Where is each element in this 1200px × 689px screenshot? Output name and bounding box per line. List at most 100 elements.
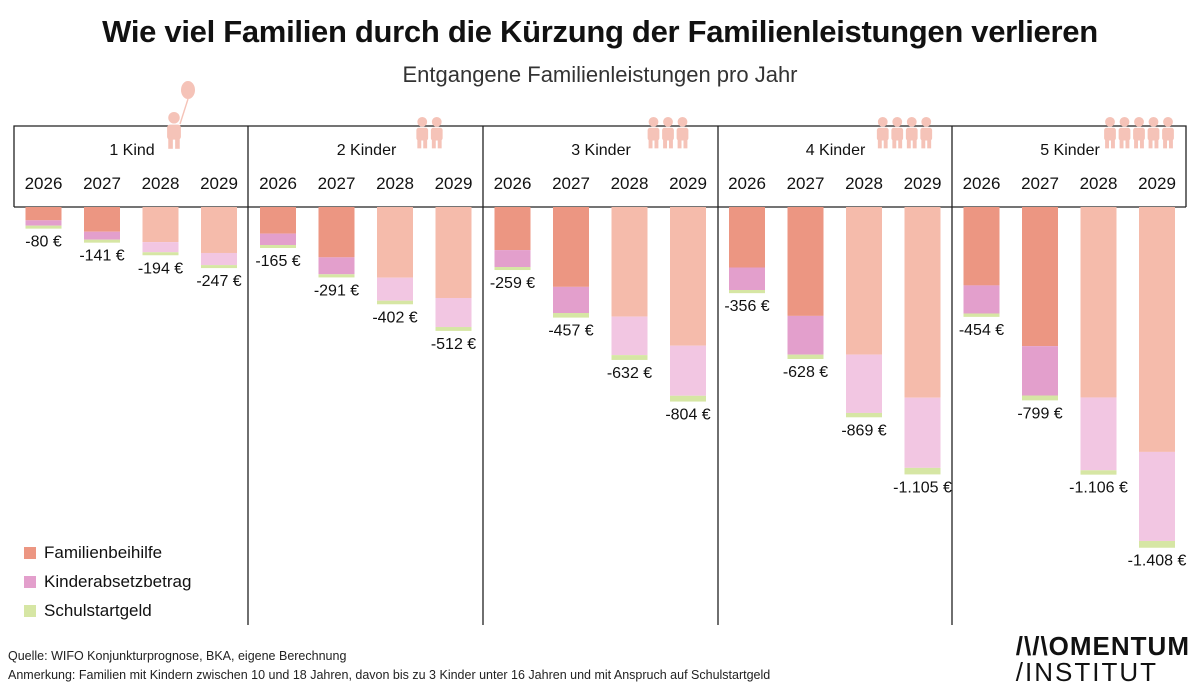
bar-segment-kinderabsetzbetrag (787, 315, 824, 355)
bar-segment-kinderabsetzbetrag (201, 252, 237, 266)
bar-segment-kinderabsetzbetrag (963, 285, 1000, 314)
chart-legend: Familienbeihilfe Kinderabsetzbetrag Schu… (24, 538, 191, 625)
bar-segment-kinderabsetzbetrag (142, 242, 179, 253)
bar-segment-familienbeihilfe (846, 207, 882, 355)
bar-segment-schulstartgeld (904, 467, 941, 475)
year-tick-label: 2028 (1080, 174, 1118, 193)
bar-segment-familienbeihilfe (963, 207, 1000, 286)
year-tick-label: 2026 (963, 174, 1001, 193)
bar-segment-familienbeihilfe (553, 207, 589, 287)
bar-segment-kinderabsetzbetrag (729, 267, 765, 291)
year-tick-label: 2027 (1021, 174, 1059, 193)
bar-segment-familienbeihilfe (25, 207, 62, 221)
bar-segment-familienbeihilfe (201, 207, 237, 253)
year-tick-label: 2029 (435, 174, 473, 193)
bar-segment-kinderabsetzbetrag (377, 277, 413, 301)
total-data-label: -628 € (783, 364, 828, 381)
total-data-label: -632 € (607, 365, 652, 382)
bar-segment-schulstartgeld (260, 244, 296, 248)
bar-segment-familienbeihilfe (318, 207, 355, 258)
legend-item-familienbeihilfe: Familienbeihilfe (24, 538, 191, 567)
annotation-note: Anmerkung: Familien mit Kindern zwischen… (8, 668, 771, 682)
group-label: 4 Kinder (806, 142, 866, 159)
bar-segment-kinderabsetzbetrag (670, 345, 706, 396)
bar-segment-familienbeihilfe (435, 207, 472, 298)
total-data-label: -869 € (841, 422, 886, 439)
total-data-label: -799 € (1017, 405, 1062, 422)
total-data-label: -259 € (490, 275, 535, 292)
bar-segment-kinderabsetzbetrag (435, 297, 472, 328)
bar-segment-kinderabsetzbetrag (25, 220, 62, 226)
legend-item-schulstartgeld: Schulstartgeld (24, 596, 191, 625)
child-icon (676, 117, 689, 149)
child-icon (1147, 117, 1160, 149)
bar-segment-familienbeihilfe (787, 207, 824, 316)
bar-segment-schulstartgeld (846, 412, 882, 418)
year-tick-label: 2029 (904, 174, 942, 193)
legend-swatch-kinderabsetzbetrag (24, 575, 36, 588)
legend-item-kinderabsetzbetrag: Kinderabsetzbetrag (24, 567, 191, 596)
bar-segment-schulstartgeld (553, 312, 589, 318)
total-data-label: -165 € (255, 253, 300, 270)
source-note: Quelle: WIFO Konjunkturprognose, BKA, ei… (8, 649, 347, 663)
bar-segment-familienbeihilfe (670, 207, 706, 346)
logo-line-2: /INSTITUT (1015, 657, 1158, 687)
year-tick-label: 2028 (845, 174, 883, 193)
child-icon (1118, 117, 1131, 149)
group-label: 3 Kinder (571, 142, 631, 159)
child-icon (905, 117, 918, 149)
bar-segment-familienbeihilfe (260, 207, 296, 234)
bar-segment-schulstartgeld (1139, 540, 1175, 548)
year-tick-label: 2027 (318, 174, 356, 193)
bar-segment-kinderabsetzbetrag (1080, 397, 1117, 471)
total-data-label: -247 € (196, 273, 241, 290)
bar-segment-familienbeihilfe (1139, 207, 1175, 452)
child-icon (1162, 117, 1174, 149)
year-tick-label: 2029 (1138, 174, 1176, 193)
legend-label: Familienbeihilfe (44, 542, 163, 562)
bar-segment-familienbeihilfe (904, 207, 941, 398)
year-tick-label: 2028 (376, 174, 414, 193)
year-tick-label: 2027 (787, 174, 825, 193)
momentum-institut-logo: /\/\OMENTUM /INSTITUT (1016, 633, 1190, 685)
child-icon (1133, 117, 1145, 149)
bar-segment-schulstartgeld (494, 267, 531, 271)
total-data-label: -804 € (665, 407, 710, 424)
total-data-label: -80 € (25, 234, 62, 251)
bar-segment-kinderabsetzbetrag (260, 233, 296, 245)
bar-segment-schulstartgeld (1080, 470, 1117, 475)
total-data-label: -194 € (138, 260, 183, 277)
child-icon (647, 117, 660, 149)
bar-segment-schulstartgeld (611, 355, 648, 360)
year-tick-label: 2026 (494, 174, 532, 193)
child-icon (416, 117, 429, 149)
total-data-label: -1.408 € (1128, 553, 1187, 570)
bar-segment-schulstartgeld (787, 354, 824, 359)
year-tick-label: 2026 (728, 174, 766, 193)
balloon-icon (181, 81, 195, 99)
bar-segment-schulstartgeld (963, 313, 1000, 317)
bar-segment-familienbeihilfe (1080, 207, 1117, 398)
total-data-label: -141 € (79, 248, 124, 265)
year-tick-label: 2027 (83, 174, 121, 193)
bar-segment-kinderabsetzbetrag (1139, 451, 1175, 541)
total-data-label: -291 € (314, 282, 359, 299)
year-tick-label: 2028 (142, 174, 180, 193)
bar-segment-familienbeihilfe (1022, 207, 1058, 347)
year-tick-label: 2027 (552, 174, 590, 193)
child-icon (920, 117, 933, 149)
group-label: 5 Kinder (1040, 142, 1100, 159)
total-data-label: -457 € (548, 323, 593, 340)
bar-segment-familienbeihilfe (494, 207, 531, 251)
year-tick-label: 2026 (25, 174, 63, 193)
year-tick-label: 2029 (669, 174, 707, 193)
legend-swatch-familienbeihilfe (24, 546, 36, 559)
bar-segment-kinderabsetzbetrag (846, 354, 882, 413)
bar-segment-schulstartgeld (142, 252, 179, 256)
total-data-label: -512 € (431, 336, 476, 353)
group-label: 2 Kinder (337, 142, 397, 159)
bar-segment-kinderabsetzbetrag (494, 250, 531, 268)
group-label: 1 Kind (109, 142, 154, 159)
bar-segment-kinderabsetzbetrag (904, 397, 941, 468)
